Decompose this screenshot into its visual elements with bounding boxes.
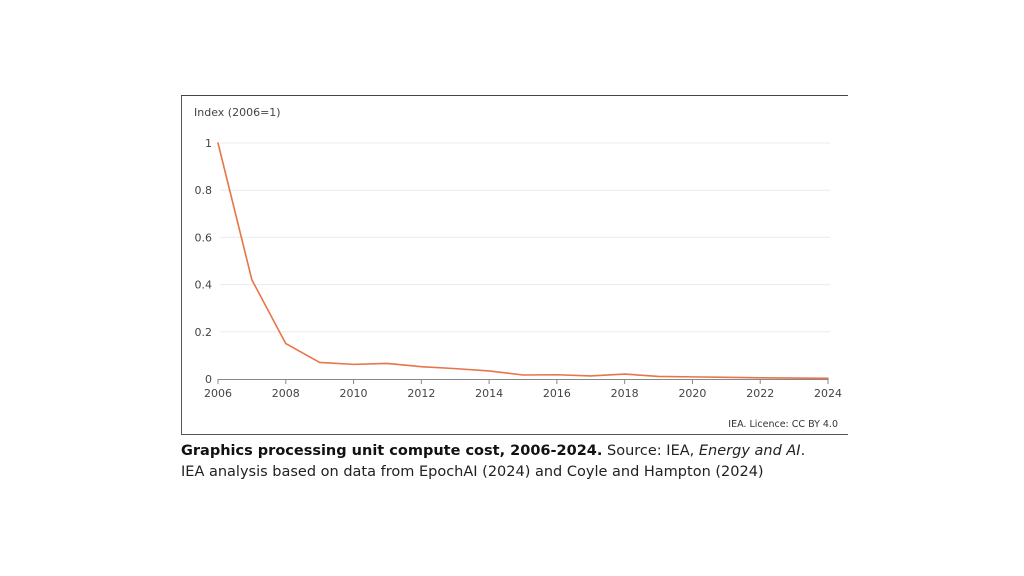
y-tick-label: 0 — [205, 373, 212, 386]
series-layer — [217, 142, 829, 380]
x-tick-label: 2022 — [746, 387, 774, 400]
gridlines — [220, 142, 830, 333]
x-tick-label: 2016 — [543, 387, 571, 400]
chart-frame — [181, 95, 848, 435]
x-tick-label: 2006 — [204, 387, 232, 400]
y-axis-ticks: 0 0.2 0.4 0.6 0.8 1 — [195, 137, 213, 386]
y-tick-label: 0.6 — [195, 231, 213, 244]
x-axis-ticks: 2006 2008 2010 2012 2014 2016 2018 2020 2022 2024 — [204, 387, 842, 400]
y-tick-label: 1 — [205, 137, 212, 150]
caption-source-suffix: . — [800, 443, 806, 459]
caption-note: IEA analysis based on data from EpochAI … — [181, 464, 764, 480]
x-tick-label: 2010 — [340, 387, 368, 400]
y-axis-unit-label: Index (2006=1) — [194, 106, 281, 119]
y-tick-label: 0.2 — [195, 326, 213, 339]
x-axis — [217, 379, 829, 384]
caption-source-prefix: Source: IEA, — [602, 443, 699, 459]
caption-source-publication: Energy and AI — [698, 443, 801, 459]
figure-caption: Graphics processing unit compute cost, 2… — [181, 441, 881, 483]
caption-title: Graphics processing unit compute cost, 2… — [181, 443, 603, 459]
licence-note: IEA. Licence: CC BY 4.0 — [728, 419, 838, 430]
series-line — [217, 142, 829, 380]
x-tick-label: 2018 — [611, 387, 639, 400]
x-tick-label: 2012 — [407, 387, 435, 400]
x-tick-label: 2008 — [272, 387, 300, 400]
y-tick-label: 0.8 — [195, 184, 213, 197]
y-tick-label: 0.4 — [195, 279, 213, 292]
x-tick-label: 2020 — [678, 387, 706, 400]
x-tick-label: 2014 — [475, 387, 503, 400]
caption-line-1: Graphics processing unit compute cost, 2… — [181, 441, 881, 462]
x-tick-label: 2024 — [814, 387, 842, 400]
